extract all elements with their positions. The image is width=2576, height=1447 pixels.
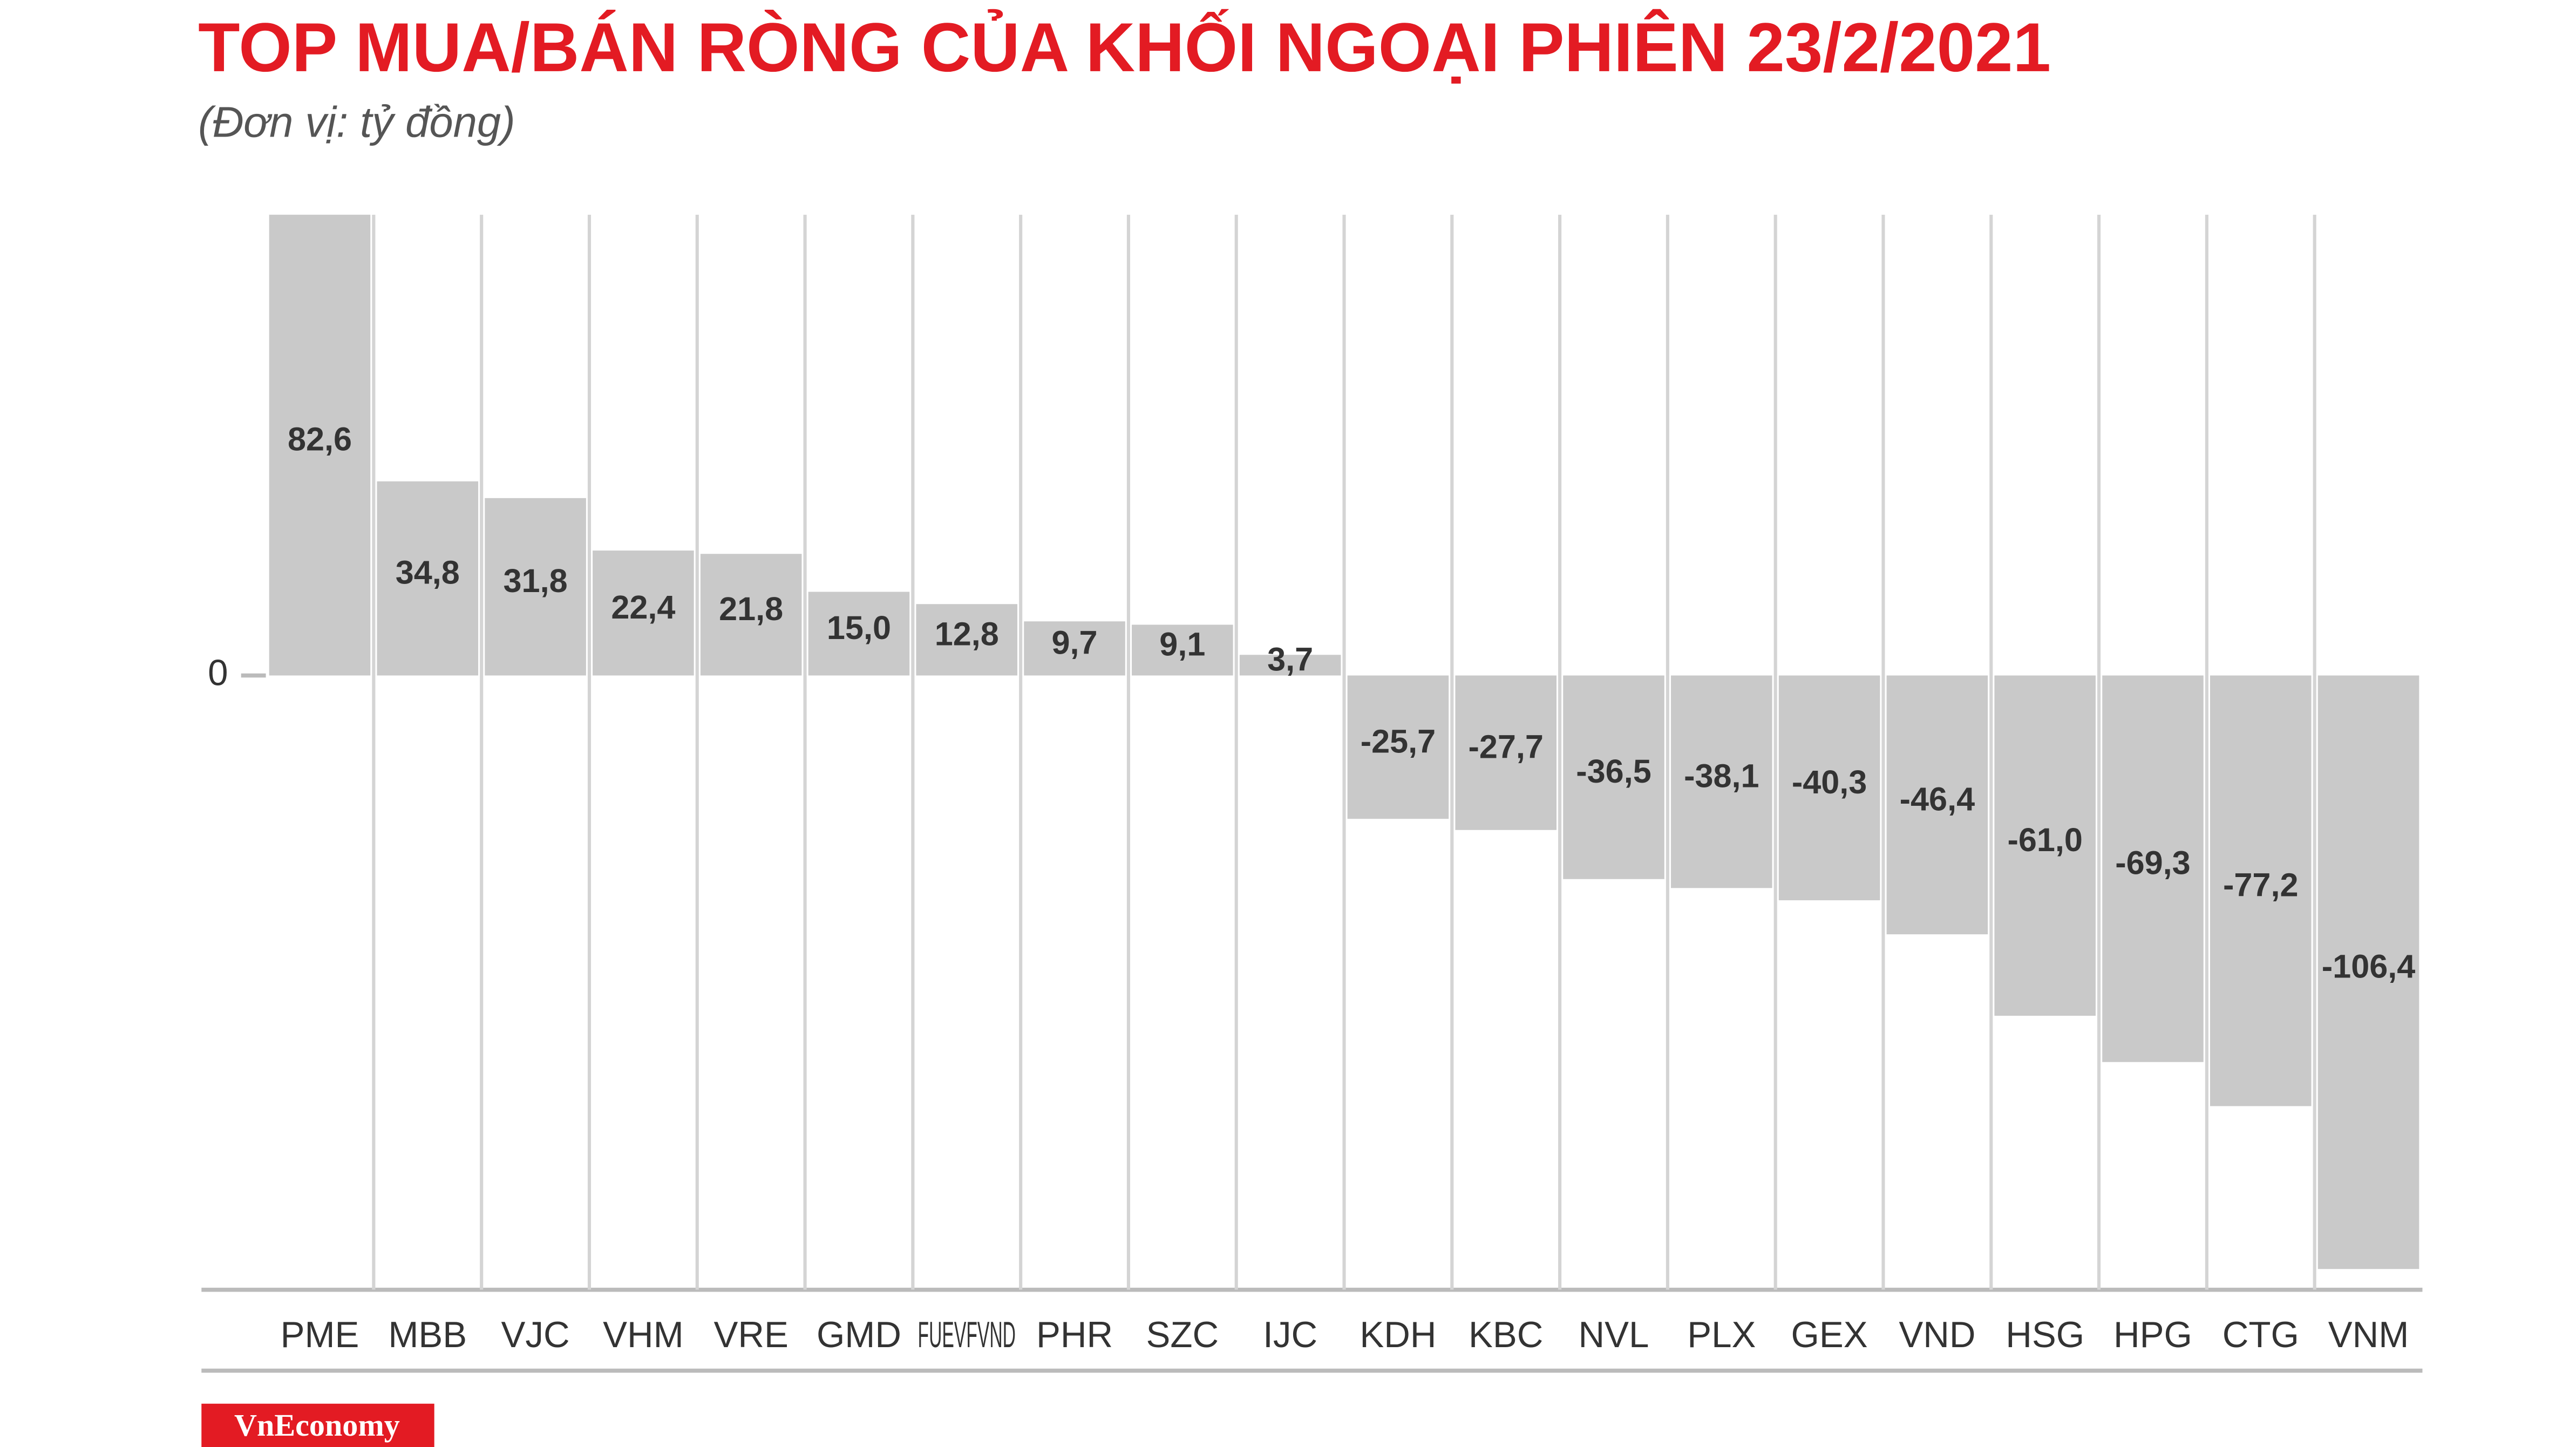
x-tick-label: VNM [2328, 1315, 2409, 1355]
x-tick-label: IJC [1263, 1315, 1317, 1355]
chart-subtitle: (Đơn vị: tỷ đồng) [198, 98, 515, 146]
bar [2102, 675, 2204, 1062]
bar [700, 554, 802, 676]
logo-box [201, 1403, 434, 1447]
value-label: 82,6 [288, 421, 352, 458]
y-tick-label: 0 [208, 653, 228, 693]
x-tick-label: NVL [1579, 1315, 1649, 1355]
x-tick-label: GMD [817, 1315, 901, 1355]
bar [1239, 655, 1341, 676]
x-tick-label: PHR [1036, 1315, 1113, 1355]
value-label: 9,7 [1052, 624, 1098, 661]
bar [1563, 675, 1664, 879]
bar [1347, 675, 1449, 819]
value-label: -40,3 [1792, 764, 1867, 800]
chart-title: TOP MUA/BÁN RÒNG CỦA KHỐI NGOẠI PHIÊN 23… [198, 9, 2051, 86]
value-label: 12,8 [935, 615, 999, 652]
value-label: 22,4 [611, 589, 675, 626]
x-tick-label: MBB [388, 1315, 467, 1355]
bar [593, 551, 694, 676]
value-label: -77,2 [2223, 867, 2298, 903]
x-tick-label: VND [1899, 1315, 1975, 1355]
bar [1024, 621, 1125, 676]
x-tick-label: HSG [2006, 1315, 2084, 1355]
value-label: -69,3 [2115, 845, 2190, 881]
bar [485, 498, 586, 676]
x-tick-label: SZC [1146, 1315, 1219, 1355]
x-tick-label: CTG [2222, 1315, 2299, 1355]
bar [2210, 675, 2312, 1106]
value-label: -27,7 [1468, 729, 1543, 765]
value-label: -61,0 [2007, 821, 2082, 858]
x-tick-label: VRE [713, 1315, 788, 1355]
value-label: -36,5 [1576, 753, 1651, 790]
bar [1886, 675, 1988, 935]
value-label: -106,4 [2322, 948, 2416, 984]
value-label: 34,8 [396, 554, 460, 591]
value-label: -25,7 [1361, 723, 1436, 759]
bar [1455, 675, 1557, 830]
x-tick-label: FUEVFVND [918, 1315, 1016, 1355]
bar [2317, 675, 2419, 1269]
x-tick-label: KBC [1469, 1315, 1543, 1355]
value-label: 9,1 [1159, 626, 1205, 663]
x-tick-label: PLX [1687, 1315, 1756, 1355]
value-label: -46,4 [1900, 780, 1975, 817]
value-label: 31,8 [504, 562, 568, 599]
bar [1132, 624, 1233, 676]
bar [916, 604, 1018, 676]
value-label: 15,0 [827, 609, 891, 646]
source-logo: VnEconomy [234, 1408, 400, 1443]
x-tick-label: VJC [501, 1315, 570, 1355]
x-tick-label: HPG [2113, 1315, 2192, 1355]
bar [377, 481, 479, 676]
value-label: 21,8 [719, 590, 783, 627]
bar [1778, 675, 1880, 901]
bar [1671, 675, 1772, 888]
bar [1994, 675, 2096, 1016]
x-tick-label: PME [281, 1315, 359, 1355]
x-tick-label: VHM [603, 1315, 684, 1355]
bar [269, 214, 371, 676]
value-label: 3,7 [1267, 641, 1313, 677]
value-label: -38,1 [1684, 757, 1759, 794]
x-tick-label: KDH [1360, 1315, 1436, 1355]
bar [808, 592, 910, 676]
x-tick-label: GEX [1791, 1315, 1868, 1355]
